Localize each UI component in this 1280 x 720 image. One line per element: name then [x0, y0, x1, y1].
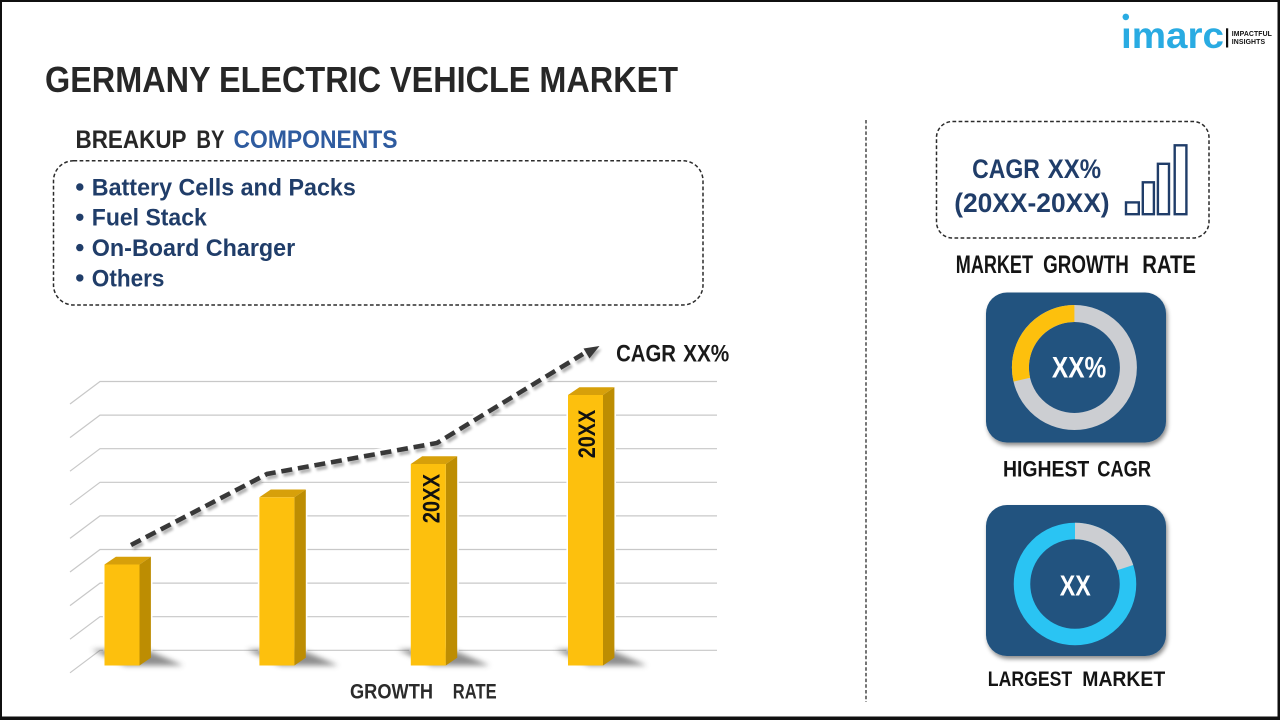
- svg-text:XX: XX: [1060, 570, 1091, 602]
- svg-text:COMPONENTS: COMPONENTS: [234, 126, 398, 154]
- svg-text:GERMANY ELECTRIC VEHICLE MARKE: GERMANY ELECTRIC VEHICLE MARKET: [45, 59, 678, 100]
- svg-text:INSIGHTS: INSIGHTS: [1232, 39, 1266, 46]
- svg-text:Others: Others: [92, 265, 165, 292]
- svg-text:Battery Cells and Packs: Battery Cells and Packs: [92, 174, 356, 201]
- svg-text:BY: BY: [196, 126, 224, 154]
- svg-text:Fuel Stack: Fuel Stack: [92, 205, 207, 232]
- svg-text:RATE: RATE: [453, 680, 497, 703]
- svg-text:GROWTH: GROWTH: [350, 680, 433, 703]
- svg-text:CAGR: CAGR: [616, 341, 676, 367]
- svg-text:BREAKUP: BREAKUP: [76, 126, 187, 154]
- svg-text:On-Board Charger: On-Board Charger: [92, 235, 296, 262]
- svg-text:RATE: RATE: [1142, 251, 1196, 279]
- svg-text:CAGR: CAGR: [972, 154, 1040, 184]
- svg-text:ımarc: ımarc: [1121, 14, 1224, 56]
- svg-text:XX%: XX%: [1052, 352, 1106, 385]
- svg-text:HIGHEST: HIGHEST: [1003, 457, 1090, 482]
- svg-text:IMPACTFUL: IMPACTFUL: [1232, 31, 1272, 38]
- svg-text:MARKET: MARKET: [1082, 667, 1165, 691]
- svg-text:(20XX-20XX): (20XX-20XX): [954, 188, 1109, 218]
- svg-text:20XX: 20XX: [418, 474, 445, 523]
- svg-text:XX%: XX%: [683, 341, 729, 367]
- svg-text:MARKET: MARKET: [956, 251, 1034, 279]
- svg-text:CAGR: CAGR: [1097, 457, 1151, 482]
- svg-text:XX%: XX%: [1048, 154, 1101, 184]
- svg-text:LARGEST: LARGEST: [988, 667, 1072, 691]
- svg-text:20XX: 20XX: [574, 410, 601, 459]
- svg-text:GROWTH: GROWTH: [1043, 251, 1129, 279]
